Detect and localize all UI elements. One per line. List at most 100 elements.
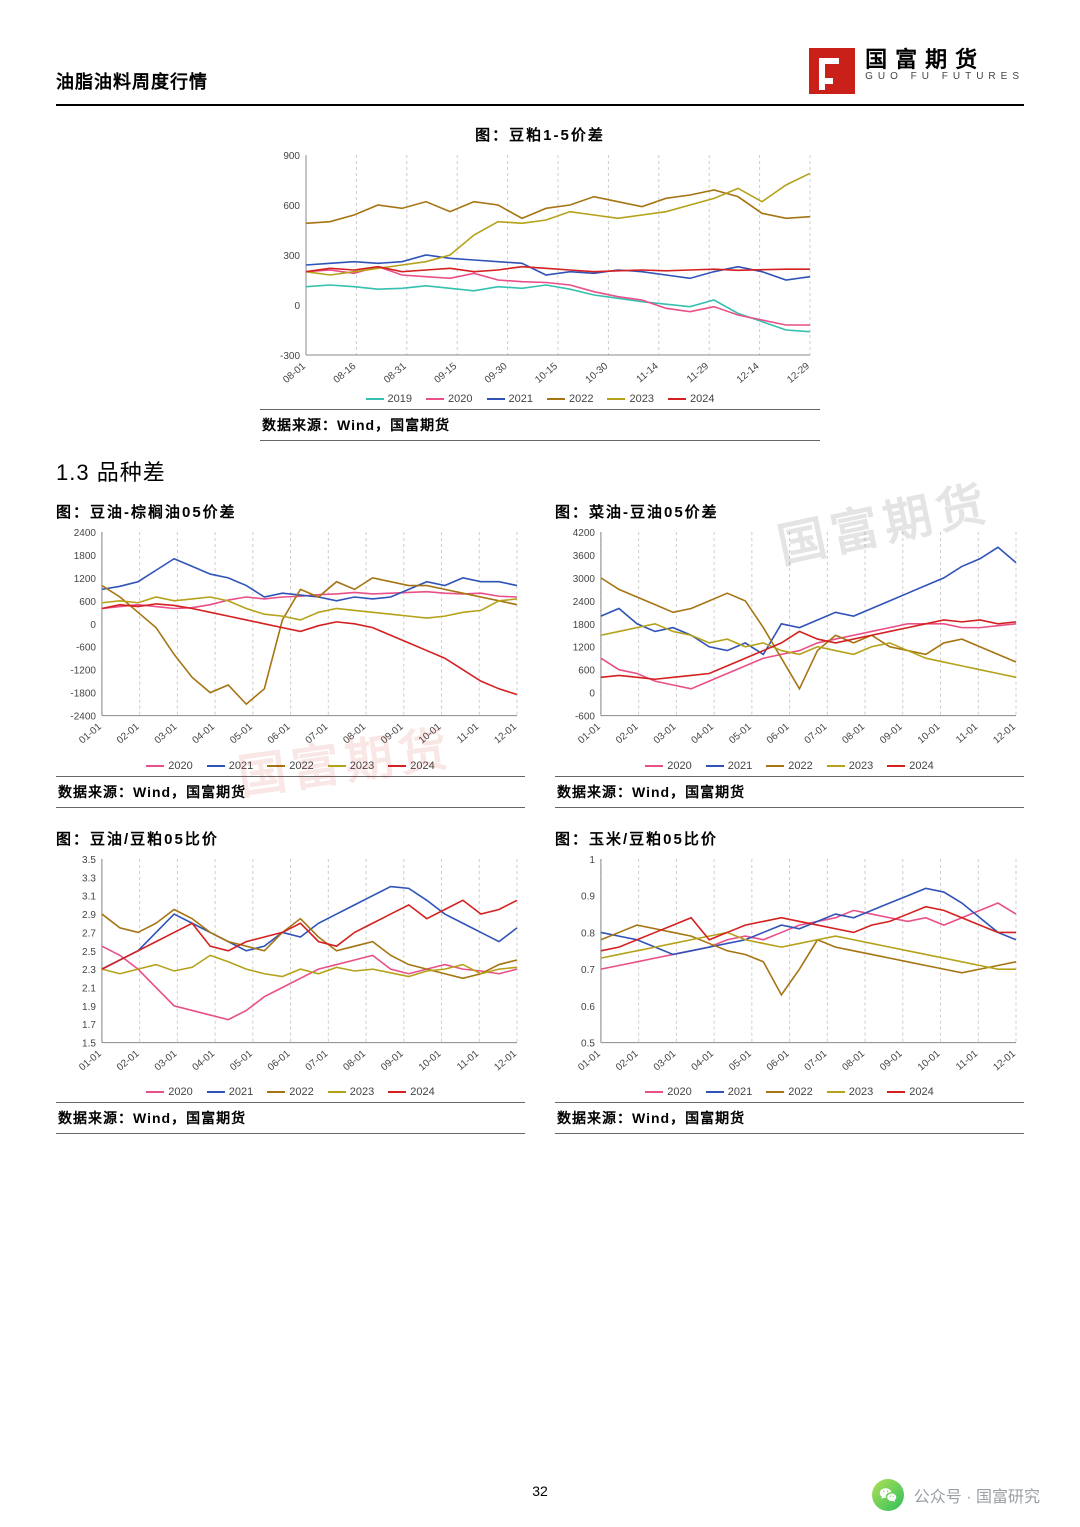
document-title: 油脂油料周度行情	[56, 68, 208, 94]
chart-canvas: -2400-1800-1200-600060012001800240001-01…	[56, 526, 525, 756]
svg-text:0.6: 0.6	[581, 1001, 595, 1012]
svg-text:08-01: 08-01	[840, 1048, 867, 1073]
svg-text:0.9: 0.9	[581, 891, 595, 902]
svg-text:300: 300	[283, 251, 300, 262]
legend-item-2024: 2024	[388, 1086, 434, 1098]
svg-text:06-01: 06-01	[266, 1048, 293, 1073]
svg-text:07-01: 07-01	[304, 721, 331, 746]
legend-item-2020: 2020	[146, 1086, 192, 1098]
svg-text:03-01: 03-01	[652, 721, 679, 746]
data-source: 数据来源：Wind，国富期货	[56, 1102, 525, 1134]
legend-item-2021: 2021	[706, 760, 752, 772]
svg-text:02-01: 02-01	[614, 721, 641, 746]
svg-text:0: 0	[294, 301, 300, 312]
svg-text:11-01: 11-01	[954, 721, 980, 746]
svg-text:12-01: 12-01	[492, 1048, 519, 1073]
legend-item-2023: 2023	[328, 760, 374, 772]
svg-text:2.7: 2.7	[82, 928, 96, 939]
legend-item-2019: 2019	[366, 393, 412, 405]
svg-text:08-01: 08-01	[281, 361, 308, 386]
legend-item-2020: 2020	[426, 393, 472, 405]
svg-text:600: 600	[578, 666, 595, 677]
svg-text:01-01: 01-01	[576, 1048, 603, 1073]
svg-text:09-30: 09-30	[483, 361, 510, 386]
svg-text:09-15: 09-15	[432, 361, 459, 386]
legend-item-2021: 2021	[487, 393, 533, 405]
svg-text:1800: 1800	[573, 620, 596, 631]
chart-legend: 20202021202220232024	[56, 760, 525, 772]
wechat-label: 公众号 · 国富研究	[914, 1483, 1040, 1507]
chart-legend: 20202021202220232024	[555, 760, 1024, 772]
svg-text:0.5: 0.5	[581, 1038, 595, 1049]
brand-logo-mark	[809, 48, 855, 94]
svg-text:10-01: 10-01	[417, 721, 444, 746]
svg-text:3.1: 3.1	[82, 891, 96, 902]
svg-text:3600: 3600	[573, 551, 596, 562]
svg-text:1: 1	[589, 854, 595, 865]
svg-text:05-01: 05-01	[228, 721, 255, 746]
svg-text:2400: 2400	[74, 528, 97, 539]
chart-legend: 20202021202220232024	[56, 1086, 525, 1098]
legend-item-2022: 2022	[267, 760, 313, 772]
chart-canvas: -600060012001800240030003600420001-0102-…	[555, 526, 1024, 756]
section-heading-1-3: 1.3 品种差	[56, 455, 1024, 487]
svg-text:10-15: 10-15	[533, 361, 560, 386]
svg-text:01-01: 01-01	[576, 721, 603, 746]
svg-text:05-01: 05-01	[727, 721, 754, 746]
svg-text:06-01: 06-01	[266, 721, 293, 746]
legend-item-2022: 2022	[267, 1086, 313, 1098]
svg-text:3000: 3000	[573, 574, 596, 585]
svg-text:2.9: 2.9	[82, 910, 96, 921]
svg-text:2400: 2400	[573, 597, 596, 608]
svg-text:12-01: 12-01	[991, 1048, 1018, 1073]
chart-soy_palm: 图：豆油-棕榈油05价差 -2400-1800-1200-60006001200…	[56, 501, 525, 808]
svg-text:04-01: 04-01	[190, 721, 217, 746]
svg-text:06-01: 06-01	[765, 1048, 792, 1073]
svg-text:03-01: 03-01	[153, 721, 180, 746]
legend-item-2022: 2022	[547, 393, 593, 405]
svg-text:12-14: 12-14	[735, 361, 762, 386]
svg-text:600: 600	[79, 597, 96, 608]
legend-item-2020: 2020	[146, 760, 192, 772]
svg-text:0: 0	[589, 689, 595, 700]
svg-text:1200: 1200	[74, 574, 97, 585]
svg-text:1800: 1800	[74, 551, 97, 562]
chart-title: 图：玉米/豆粕05比价	[555, 828, 1024, 849]
chart-soymeal-1-5-spread: 图：豆粕1-5价差 -300030060090008-0108-1608-310…	[260, 124, 820, 441]
svg-text:10-01: 10-01	[417, 1048, 444, 1073]
svg-text:08-01: 08-01	[341, 1048, 368, 1073]
svg-text:08-31: 08-31	[382, 361, 409, 386]
legend-item-2022: 2022	[766, 1086, 812, 1098]
legend-item-2024: 2024	[388, 760, 434, 772]
chart-title: 图：豆油-棕榈油05价差	[56, 501, 525, 522]
svg-text:12-01: 12-01	[991, 721, 1018, 746]
svg-text:2.3: 2.3	[82, 965, 96, 976]
svg-text:04-01: 04-01	[689, 1048, 716, 1073]
wechat-icon	[872, 1479, 904, 1511]
svg-text:08-01: 08-01	[341, 721, 368, 746]
svg-text:04-01: 04-01	[689, 721, 716, 746]
data-source: 数据来源：Wind，国富期货	[56, 776, 525, 808]
svg-text:08-16: 08-16	[332, 361, 359, 386]
legend-item-2021: 2021	[207, 1086, 253, 1098]
legend-item-2023: 2023	[607, 393, 653, 405]
svg-text:09-01: 09-01	[878, 1048, 905, 1073]
svg-text:2.1: 2.1	[82, 983, 96, 994]
svg-text:11-14: 11-14	[635, 361, 661, 386]
legend-item-2021: 2021	[706, 1086, 752, 1098]
svg-text:1.7: 1.7	[82, 1020, 96, 1031]
svg-text:05-01: 05-01	[727, 1048, 754, 1073]
svg-text:09-01: 09-01	[379, 1048, 406, 1073]
legend-item-2024: 2024	[668, 393, 714, 405]
svg-text:2.5: 2.5	[82, 946, 96, 957]
chart-soyoil_meal_ratio: 图：豆油/豆粕05比价 1.51.71.92.12.32.52.72.93.13…	[56, 828, 525, 1135]
svg-text:-2400: -2400	[70, 712, 96, 723]
legend-item-2020: 2020	[645, 1086, 691, 1098]
svg-text:11-01: 11-01	[455, 1048, 481, 1073]
svg-text:12-01: 12-01	[492, 721, 519, 746]
svg-text:-1200: -1200	[70, 666, 96, 677]
legend-item-2024: 2024	[887, 1086, 933, 1098]
chart-legend: 2020 2021 2022 2023 2024	[555, 1086, 1024, 1098]
svg-text:1200: 1200	[573, 643, 596, 654]
legend-item-2023: 2023	[827, 1086, 873, 1098]
